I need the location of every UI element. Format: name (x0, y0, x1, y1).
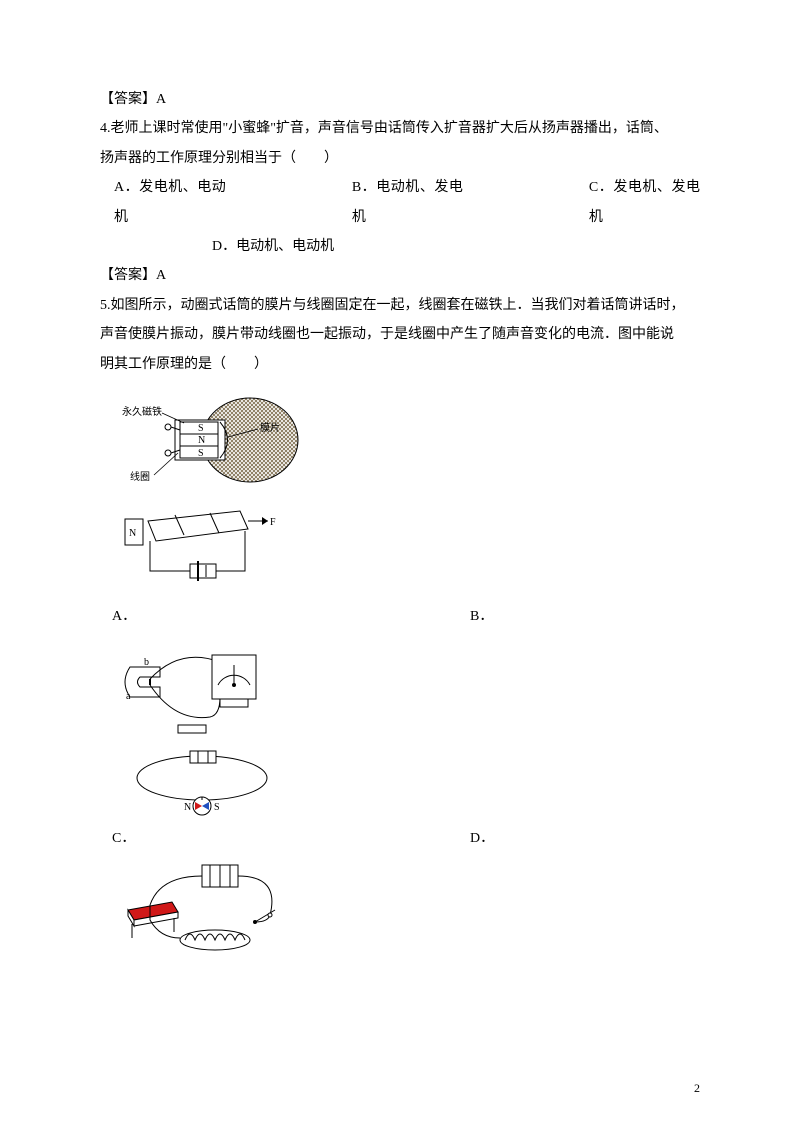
q5-letter-b: B． (470, 602, 493, 631)
letter-row-cd: C． D． (100, 824, 700, 853)
q4-number: 4. (100, 121, 111, 136)
q4-opt-b: B．电动机、发电机 (352, 173, 463, 232)
opt-c-N: N (184, 802, 191, 813)
q4-opt-a: A．发电机、电动机 (114, 173, 226, 232)
answer-q4: 【答案】A (100, 261, 700, 290)
q5-stem-line2: 声音使膜片振动，膜片带动线圈也一起振动，于是线圈中产生了随声音变化的电流．图中能… (100, 320, 700, 349)
diagram-opt-d (120, 860, 295, 960)
diagram-microphone: S N S 永久磁铁 线圈 膜片 (120, 385, 310, 495)
label-s-bot: S (198, 448, 204, 459)
content-block: 【答案】A 4.老师上课时常使用"小蜜蜂"扩音，声音信号由话筒传入扩音器扩大后从… (100, 85, 700, 960)
diagram-opt-a: N F (120, 501, 285, 596)
opt-c-S: S (214, 802, 220, 813)
label-magnet: 永久磁铁 (122, 405, 162, 418)
q5-stem-line3: 明其工作原理的是（ ） (100, 350, 700, 379)
opt-b-b: b (144, 657, 149, 668)
diagram-opt-b: b a (120, 637, 285, 742)
q5-number: 5. (100, 298, 111, 313)
q5-stem-line1: 5.如图所示，动圈式话筒的膜片与线圈固定在一起，线圈套在磁铁上．当我们对着话筒讲… (100, 291, 700, 320)
letter-row-ab: A． B． (100, 602, 700, 631)
q5-letter-a: A． (112, 602, 130, 631)
q5-text1: 如图所示，动圈式话筒的膜片与线圈固定在一起，线圈套在磁铁上．当我们对着话筒讲话时… (111, 298, 685, 313)
label-coil: 线圈 (130, 470, 150, 483)
opt-a-F: F (270, 517, 276, 528)
opt-a-N: N (129, 528, 136, 539)
answer-q3: 【答案】A (100, 85, 700, 114)
q4-opt-c: C．发电机、发电机 (589, 173, 700, 232)
page-number: 2 (694, 1076, 700, 1101)
q4-options-row2: D．电动机、电动机 (100, 232, 700, 261)
q4-stem-line1: 4.老师上课时常使用"小蜜蜂"扩音，声音信号由话筒传入扩音器扩大后从扬声器播出，… (100, 114, 700, 143)
label-n-mid: N (198, 435, 205, 446)
diagram-opt-c: N S (120, 748, 285, 818)
q5-letter-d: D． (470, 824, 494, 853)
q4-text1: 老师上课时常使用"小蜜蜂"扩音，声音信号由话筒传入扩音器扩大后从扬声器播出，话筒… (111, 121, 668, 136)
q4-opt-d: D．电动机、电动机 (212, 232, 334, 261)
opt-b-a: a (126, 691, 131, 702)
page: 【答案】A 4.老师上课时常使用"小蜜蜂"扩音，声音信号由话筒传入扩音器扩大后从… (0, 0, 800, 1131)
label-diaphragm: 膜片 (260, 421, 280, 434)
q5-letter-c: C． (112, 824, 130, 853)
label-s-top: S (198, 423, 204, 434)
q4-stem-line2: 扬声器的工作原理分别相当于（ ） (100, 144, 700, 173)
q4-options-row1: A．发电机、电动机 B．电动机、发电机 C．发电机、发电机 (100, 173, 700, 232)
